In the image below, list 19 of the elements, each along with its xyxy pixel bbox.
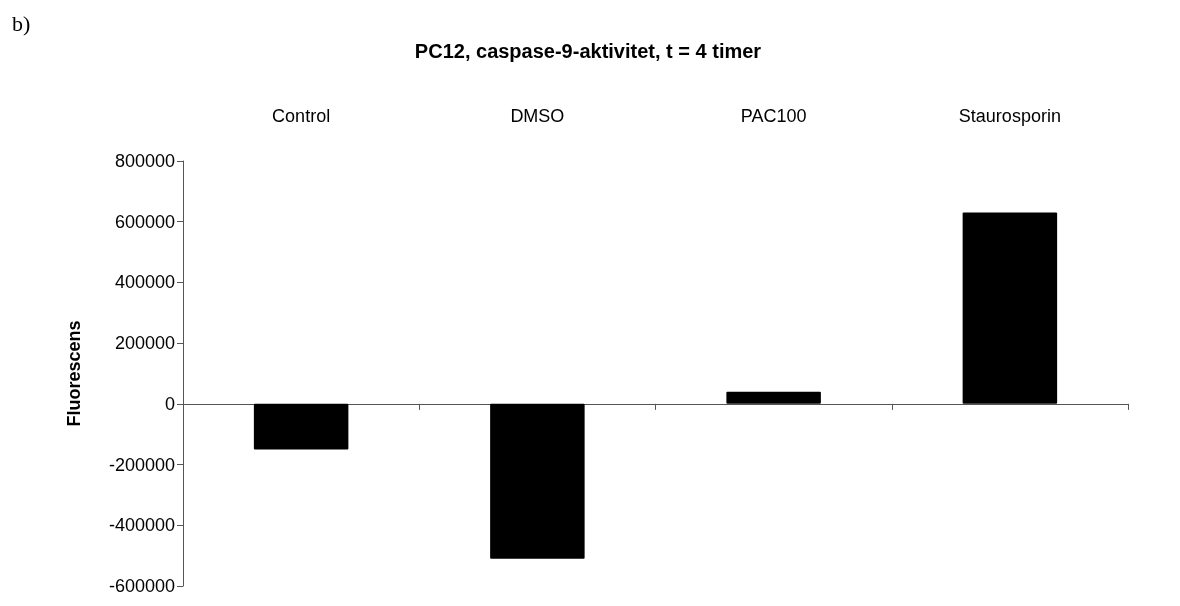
bar bbox=[962, 212, 1058, 404]
y-tick-label: -600000 bbox=[108, 576, 175, 596]
y-tick-label: 200000 bbox=[114, 333, 175, 354]
y-tick-label: 600000 bbox=[114, 211, 175, 232]
x-tick-label: Staurosporin bbox=[958, 106, 1061, 126]
text: b) bbox=[12, 10, 31, 36]
bar bbox=[490, 403, 585, 559]
chart-title: PC12, caspase-9-aktivitet, t = 4 timer bbox=[414, 40, 762, 62]
y-tick-label: 800000 bbox=[114, 151, 175, 171]
x-tick-label: Control bbox=[272, 106, 331, 126]
y-tick-label: 400000 bbox=[114, 272, 175, 293]
bar bbox=[253, 403, 349, 450]
y-axis-title: Fluorescens bbox=[64, 320, 84, 427]
y-tick-label: -200000 bbox=[108, 454, 175, 475]
y-tick-label: -400000 bbox=[108, 515, 175, 536]
x-tick-label: DMSO bbox=[510, 106, 565, 126]
x-tick-label: PAC100 bbox=[740, 106, 807, 126]
y-tick-label: 0 bbox=[164, 393, 175, 414]
bar bbox=[726, 391, 821, 404]
